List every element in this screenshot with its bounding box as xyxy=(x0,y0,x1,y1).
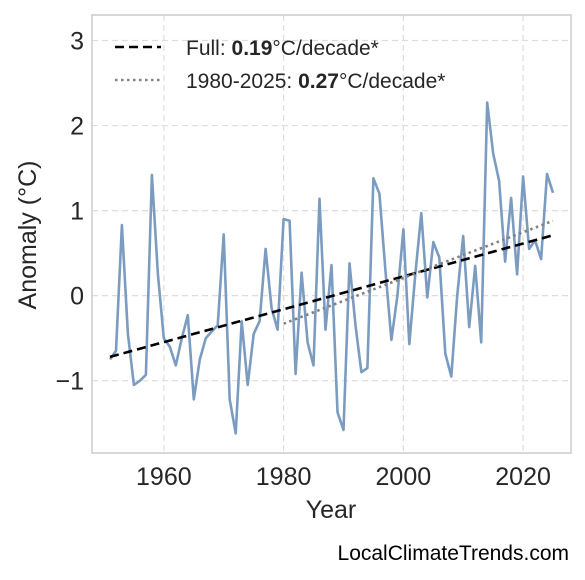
plot-frame xyxy=(91,14,572,454)
legend-recent-value: 0.27 xyxy=(298,70,339,93)
site-credit: LocalClimateTrends.com xyxy=(338,542,569,565)
legend-full-suffix: °C/decade* xyxy=(272,37,378,60)
y-tick-label: 3 xyxy=(70,28,84,56)
grid xyxy=(92,15,571,453)
x-tick-label: 2020 xyxy=(495,463,551,491)
recent-trend-line xyxy=(283,219,554,325)
x-tick-label: 2000 xyxy=(376,463,432,491)
y-axis-title: Anomaly (°C) xyxy=(14,161,42,310)
legend-label-recent: 1980-2025: 0.27°C/decade* xyxy=(186,70,445,93)
y-tick-label: 0 xyxy=(70,283,84,311)
x-tick-label: 1960 xyxy=(136,463,192,491)
legend: Full: 0.19°C/decade* 1980-2025: 0.27°C/d… xyxy=(115,37,445,93)
legend-full-prefix: Full: xyxy=(186,37,232,60)
x-axis-title: Year xyxy=(306,496,357,524)
legend-full-value: 0.19 xyxy=(232,37,273,60)
full-trend-line xyxy=(109,234,554,359)
y-tick-label: 2 xyxy=(70,113,84,141)
y-tick-label: −1 xyxy=(55,368,84,396)
x-tick-label: 1980 xyxy=(256,463,312,491)
y-axis-ticks: −1 0 1 2 3 xyxy=(55,28,84,396)
series-layer xyxy=(108,101,555,435)
legend-recent-prefix: 1980-2025: xyxy=(186,70,298,93)
x-axis-ticks: 1960 1980 2000 2020 xyxy=(136,463,551,491)
legend-label-full: Full: 0.19°C/decade* xyxy=(186,37,379,60)
legend-recent-suffix: °C/decade* xyxy=(339,70,445,93)
anomaly-series-line xyxy=(108,101,555,435)
y-tick-label: 1 xyxy=(70,198,84,226)
